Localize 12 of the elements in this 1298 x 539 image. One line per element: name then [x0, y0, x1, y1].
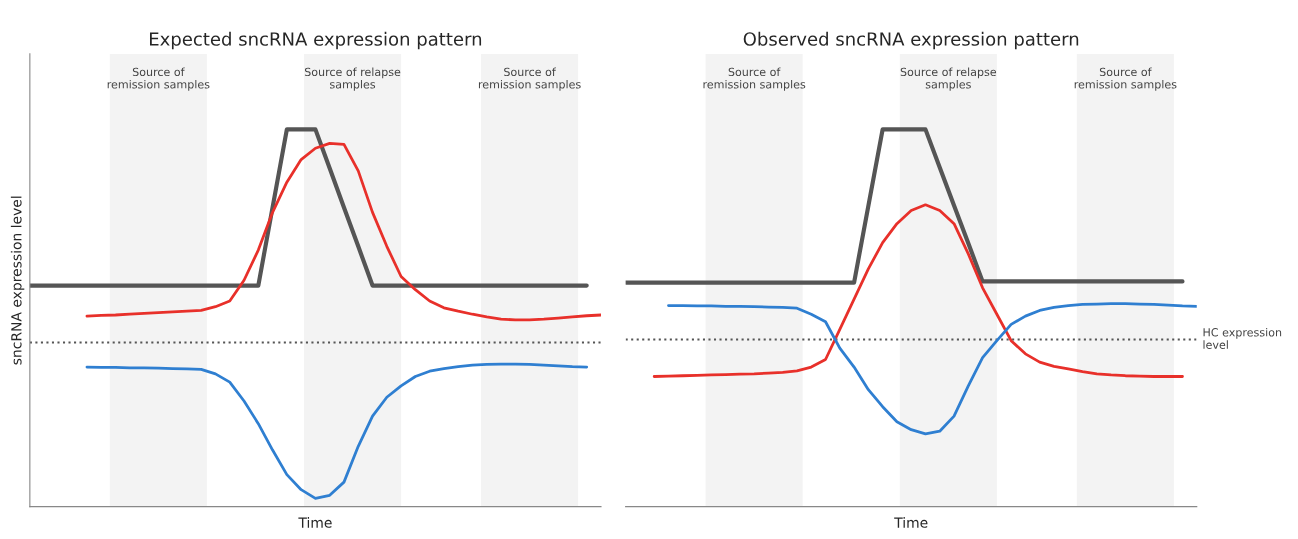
x-axis-title: Time	[298, 517, 332, 528]
y-axis-title: sncRNA expression level	[10, 196, 25, 365]
x-axis-title: Time	[894, 517, 928, 528]
source-note: Source of remission samples	[478, 67, 581, 91]
chart-title: Observed sncRNA expression pattern	[743, 31, 1079, 50]
source-note: Source of remission samples	[703, 67, 806, 91]
source-note: Source of relapse samples	[304, 67, 401, 91]
source-note: Source of remission samples	[1074, 67, 1177, 91]
chart-title: Expected sncRNA expression pattern	[150, 31, 482, 50]
source-note: Source of relapse samples	[900, 67, 997, 91]
source-note: Source of remission samples	[107, 67, 210, 91]
ref-line-label: HC expression level	[1203, 327, 1282, 349]
